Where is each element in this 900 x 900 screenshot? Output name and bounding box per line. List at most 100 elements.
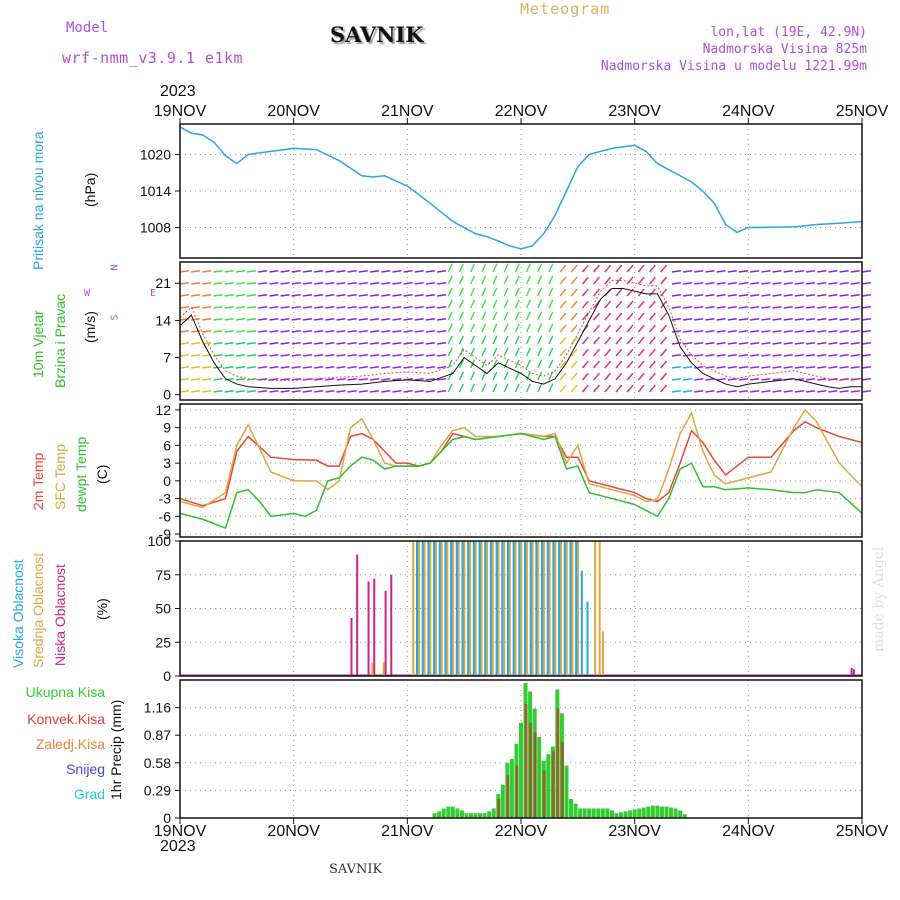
wind-barb	[772, 354, 782, 357]
high-cloud-bar	[472, 541, 475, 676]
wind-barb	[492, 299, 498, 309]
wind-barb	[280, 282, 290, 285]
wind-barb	[861, 342, 872, 345]
wind-barb	[750, 390, 760, 393]
wind-barb	[347, 390, 357, 393]
total-precip-bar	[605, 808, 610, 818]
total-precip-bar	[628, 810, 633, 818]
wind-barb	[615, 288, 623, 297]
wind-barb	[593, 360, 600, 369]
wind-barb	[492, 383, 498, 393]
total-precip-bar	[587, 808, 592, 818]
wind-barb	[280, 378, 290, 381]
wind-barb	[437, 342, 447, 345]
mid-cloud-bar	[474, 541, 477, 676]
wind-barb	[537, 335, 543, 345]
wind-barb	[191, 354, 201, 357]
wind-barb	[481, 359, 487, 369]
wind-barb	[246, 366, 257, 369]
wind-barb	[403, 294, 413, 297]
mid-cloud-bar	[469, 541, 472, 676]
model-name: wrf-nmm_v3.9.1 e1km	[62, 49, 244, 67]
wind-barb	[202, 294, 212, 297]
high-cloud-bar	[478, 541, 481, 676]
y-tick-label: 100	[148, 533, 172, 549]
wind-barb	[794, 318, 804, 321]
high-cloud-bar	[433, 541, 436, 676]
wind-barb	[314, 330, 324, 333]
y-tick-label: -3	[159, 491, 172, 507]
high-cloud-bar	[529, 541, 532, 676]
wind-barb	[783, 354, 793, 357]
wind-barb	[548, 311, 554, 321]
wind-barb	[794, 342, 804, 345]
wind-barb	[570, 288, 578, 297]
wind-barb	[425, 330, 435, 333]
wind-barb	[559, 300, 567, 309]
wind-barb	[581, 360, 589, 369]
wind-barb	[425, 354, 435, 357]
total-precip-bar	[664, 806, 669, 818]
wind-barb	[761, 378, 771, 381]
wind-barb	[783, 366, 793, 369]
total-precip-bar	[609, 810, 614, 818]
mid-cloud-bar	[554, 541, 557, 676]
wind-barb	[291, 294, 301, 297]
wind-barb	[559, 384, 567, 393]
wind-barb	[593, 384, 600, 393]
wind-barb	[403, 342, 413, 345]
wind-barb	[302, 270, 312, 273]
wind-barb	[191, 390, 201, 393]
wind-barb	[314, 366, 324, 369]
legend-hail: Grad	[73, 786, 105, 802]
wind-barb	[794, 282, 804, 285]
wind-barb	[458, 347, 464, 357]
wind-barb	[224, 318, 234, 321]
wind-barb	[716, 378, 726, 381]
wind-barb	[347, 306, 357, 309]
wind-barb	[649, 276, 656, 285]
total-precip-bar	[455, 808, 460, 818]
wind-barb	[503, 383, 509, 393]
wind-barb	[615, 276, 623, 285]
wind-barb	[705, 354, 715, 357]
wind-barb	[615, 312, 623, 321]
total-precip-bar	[464, 813, 469, 818]
total-precip-bar	[450, 806, 455, 818]
wind-barb	[649, 288, 656, 297]
wind-barb	[615, 324, 623, 333]
wind-barb	[817, 378, 827, 381]
wind-barb	[615, 360, 623, 369]
wind-barb	[314, 390, 324, 393]
wind-barb	[235, 270, 245, 273]
mid-cloud-bar	[514, 541, 517, 676]
wind-barb	[716, 306, 726, 309]
wind-barb	[403, 390, 413, 393]
wind-barb	[738, 318, 749, 321]
x-tick-label: 25NOV	[836, 823, 889, 840]
y-tick-label: 0	[163, 810, 171, 826]
convective-precip-bar	[506, 775, 510, 818]
high-cloud-bar	[524, 541, 526, 676]
wind-barb	[325, 354, 335, 357]
wind-barb	[280, 390, 290, 393]
wind-barb	[269, 282, 279, 285]
wind-barb	[224, 306, 234, 309]
wind-barb	[492, 335, 498, 345]
wind-barb	[694, 390, 704, 393]
wind-barb	[470, 335, 476, 345]
total-precip-bar	[623, 811, 628, 818]
convective-precip-bar	[533, 732, 537, 818]
wind-barb	[280, 270, 290, 273]
wind-barb	[671, 354, 681, 357]
wind-barb	[325, 270, 335, 273]
wind-barb	[559, 264, 567, 273]
wind-barb	[559, 312, 567, 321]
wind-barb	[839, 366, 849, 369]
wind-barb	[738, 330, 749, 333]
wind-barb	[291, 306, 301, 309]
wind-barb	[727, 378, 737, 381]
total-precip-bar	[637, 808, 642, 818]
wind-barb	[291, 318, 301, 321]
wind-barb	[615, 348, 623, 357]
